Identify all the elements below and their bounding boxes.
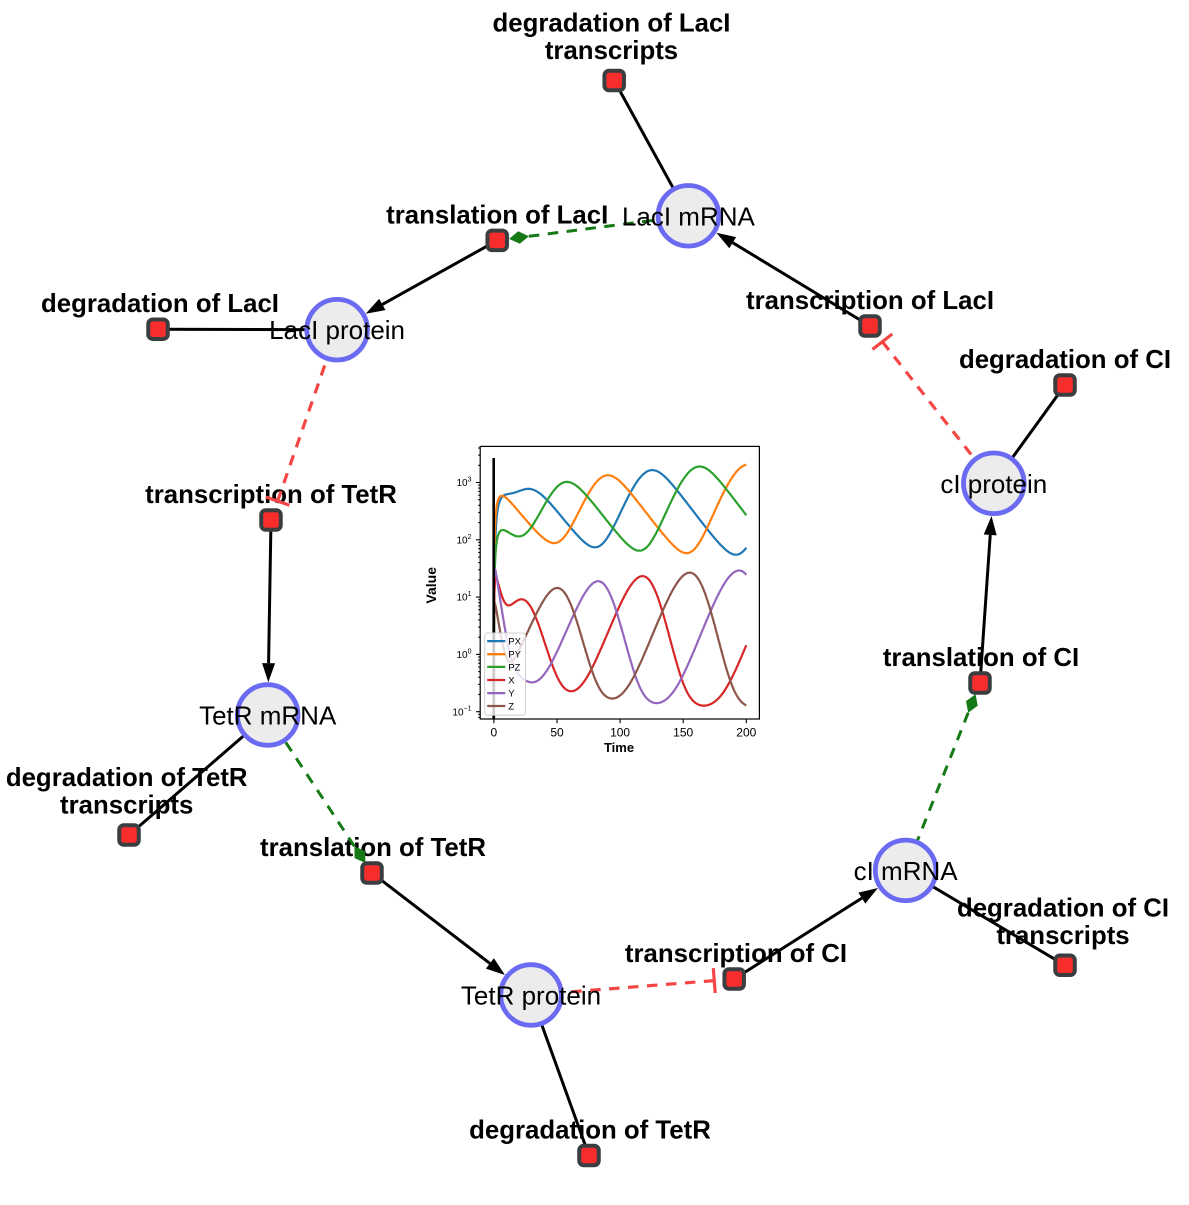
svg-text:150: 150 <box>673 726 693 740</box>
svg-text:100: 100 <box>610 726 630 740</box>
svg-text:0: 0 <box>491 726 498 740</box>
svg-text:200: 200 <box>736 726 756 740</box>
svg-text:PX: PX <box>508 637 521 648</box>
svg-text:transcription of TetR: transcription of TetR <box>145 481 397 509</box>
svg-text:degradation of TetR: degradation of TetR <box>469 1117 711 1145</box>
svg-text:X: X <box>508 675 515 686</box>
svg-text:degradation of LacI: degradation of LacI <box>41 290 279 318</box>
svg-text:transcripts: transcripts <box>996 922 1129 950</box>
svg-text:degradation of TetR: degradation of TetR <box>6 764 248 792</box>
svg-text:PZ: PZ <box>508 662 520 673</box>
svg-text:degradation of CI: degradation of CI <box>959 346 1171 374</box>
svg-text:TetR protein: TetR protein <box>461 981 601 1011</box>
svg-text:translation of LacI: translation of LacI <box>386 201 608 229</box>
svg-text:transcripts: transcripts <box>545 37 678 65</box>
svg-text:degradation of LacI: degradation of LacI <box>493 10 731 38</box>
svg-text:LacI protein: LacI protein <box>269 315 405 345</box>
svg-text:Time: Time <box>604 740 634 755</box>
svg-text:transcripts: transcripts <box>60 792 193 820</box>
svg-text:PY: PY <box>508 650 521 661</box>
svg-text:Y: Y <box>508 689 515 700</box>
svg-text:cI mRNA: cI mRNA <box>854 856 959 886</box>
svg-text:transcription of CI: transcription of CI <box>625 940 847 968</box>
svg-text:translation of TetR: translation of TetR <box>260 834 486 862</box>
svg-text:LacI mRNA: LacI mRNA <box>622 201 756 231</box>
svg-text:TetR mRNA: TetR mRNA <box>199 701 337 731</box>
svg-text:degradation of CI: degradation of CI <box>957 894 1169 922</box>
svg-text:50: 50 <box>550 726 564 740</box>
svg-text:transcription of LacI: transcription of LacI <box>746 287 994 315</box>
svg-text:cI protein: cI protein <box>940 469 1047 499</box>
svg-text:Value: Value <box>423 567 439 604</box>
svg-text:Z: Z <box>508 701 514 712</box>
